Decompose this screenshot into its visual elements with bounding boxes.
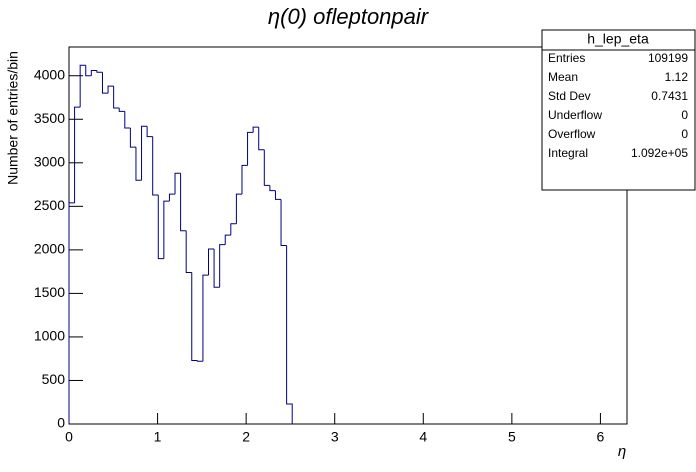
- stats-value: 0: [681, 108, 688, 122]
- stats-label: Std Dev: [548, 89, 591, 103]
- x-tick-label: 0: [65, 429, 73, 445]
- histogram-bin: [168, 193, 176, 202]
- x-tick-label: 2: [242, 429, 250, 445]
- x-tick-label: 5: [508, 429, 516, 445]
- histogram-bin: [146, 126, 153, 138]
- histogram-bin: [74, 106, 81, 203]
- histogram-bin: [235, 193, 242, 224]
- histogram-bin: [141, 125, 148, 181]
- y-tick-label: 2500: [34, 197, 65, 213]
- histogram-bin: [185, 230, 192, 274]
- histogram-bin: [247, 131, 254, 166]
- stats-title: h_lep_eta: [587, 31, 649, 47]
- histogram-bin: [269, 185, 276, 192]
- histogram-bin: [191, 272, 198, 361]
- y-tick-label: 500: [42, 371, 66, 387]
- histogram-bin: [152, 136, 159, 196]
- y-tick-label: 1500: [34, 284, 65, 300]
- x-tick-label: 1: [154, 429, 162, 445]
- histogram-bin: [90, 70, 97, 76]
- stats-value: 0.7431: [651, 89, 688, 103]
- histogram-bin: [274, 190, 282, 200]
- histogram-bin: [252, 126, 259, 133]
- histogram-bin: [129, 127, 136, 148]
- histogram-bin: [180, 173, 187, 232]
- x-tick-label: 4: [419, 429, 427, 445]
- stats-label: Mean: [548, 70, 578, 84]
- histogram-bin: [241, 164, 248, 195]
- histogram-bin: [118, 107, 125, 112]
- y-tick-label: 4000: [34, 66, 65, 82]
- x-tick-label: 3: [331, 429, 339, 445]
- histogram-bin: [174, 172, 181, 195]
- histogram-bin: [157, 195, 164, 260]
- stats-frame: [541, 29, 696, 191]
- histogram-bin: [224, 234, 231, 245]
- stats-label: Overflow: [548, 127, 596, 141]
- histogram-bin: [258, 127, 265, 151]
- histogram-bin: [85, 65, 92, 77]
- stats-label: Integral: [548, 146, 588, 160]
- x-tick-label: 6: [597, 429, 605, 445]
- y-tick-label: 3000: [34, 154, 65, 170]
- chart-title: η(0) ofleptonpair: [268, 4, 430, 29]
- histogram-bin: [263, 149, 270, 186]
- histogram-bin: [280, 199, 287, 247]
- stats-value: 1.12: [665, 70, 689, 84]
- y-tick-label: 3500: [34, 110, 65, 126]
- histogram-bin: [219, 244, 226, 288]
- y-axis-label: Number of entries/bin: [5, 51, 21, 185]
- histogram-bin: [208, 248, 215, 276]
- histogram-bin: [202, 274, 209, 362]
- histogram-bin: [107, 85, 114, 94]
- stats-box: h_lep_eta Entries 109199 Mean 1.12 Std Dev 0.…: [541, 29, 696, 191]
- histogram-bin: [196, 360, 203, 362]
- histogram-bin: [124, 111, 131, 129]
- stats-label: Entries: [548, 51, 585, 65]
- y-tick-label: 0: [57, 415, 65, 431]
- histogram-bin: [68, 202, 75, 424]
- y-tick-label: 2000: [34, 241, 65, 257]
- histogram-bin: [135, 147, 142, 181]
- histogram-bin: [96, 70, 103, 73]
- y-tick-label: 1000: [34, 328, 65, 344]
- x-axis-label: η: [618, 443, 626, 460]
- stats-value: 0: [681, 127, 688, 141]
- histogram-bin: [230, 223, 237, 236]
- histogram-bin: [163, 200, 170, 259]
- stats-label: Underflow: [548, 108, 602, 122]
- histogram-bin: [101, 72, 109, 94]
- histogram-bin: [113, 86, 120, 109]
- stats-value: 109199: [648, 51, 688, 65]
- histogram-bin: [286, 245, 293, 424]
- histogram-bin: [213, 248, 220, 288]
- histogram-bin: [79, 64, 86, 108]
- stats-value: 1.092e+05: [631, 146, 688, 160]
